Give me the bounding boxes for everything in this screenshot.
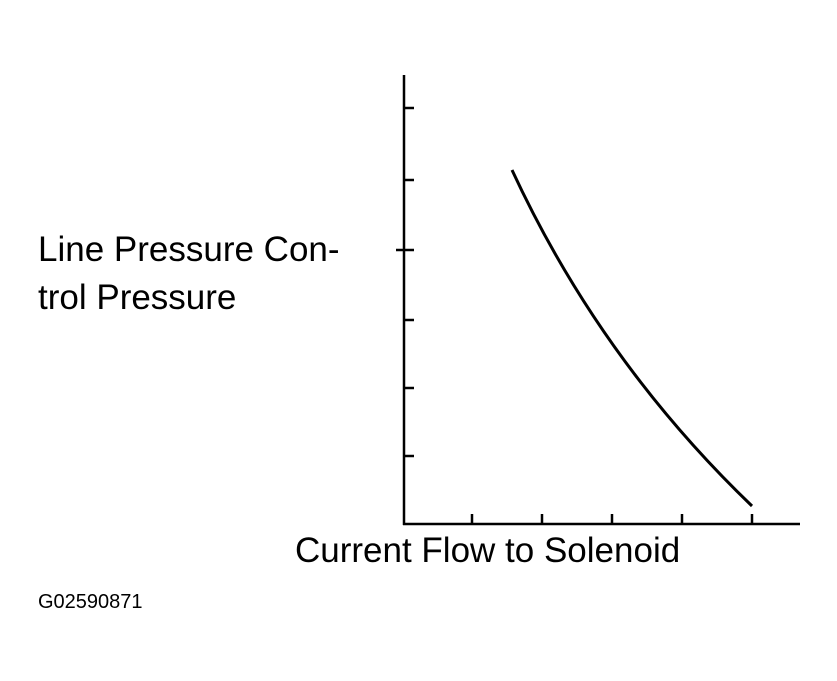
y-label: trol Pressure — [38, 278, 236, 317]
y-label: Line Pressure Con- — [38, 230, 340, 269]
y-ticks — [396, 106, 414, 458]
x-ticks — [470, 514, 754, 524]
x-label: Current Flow to Solenoid — [295, 531, 680, 570]
figure-id: G02590871 — [38, 591, 143, 613]
curve — [510, 169, 754, 508]
